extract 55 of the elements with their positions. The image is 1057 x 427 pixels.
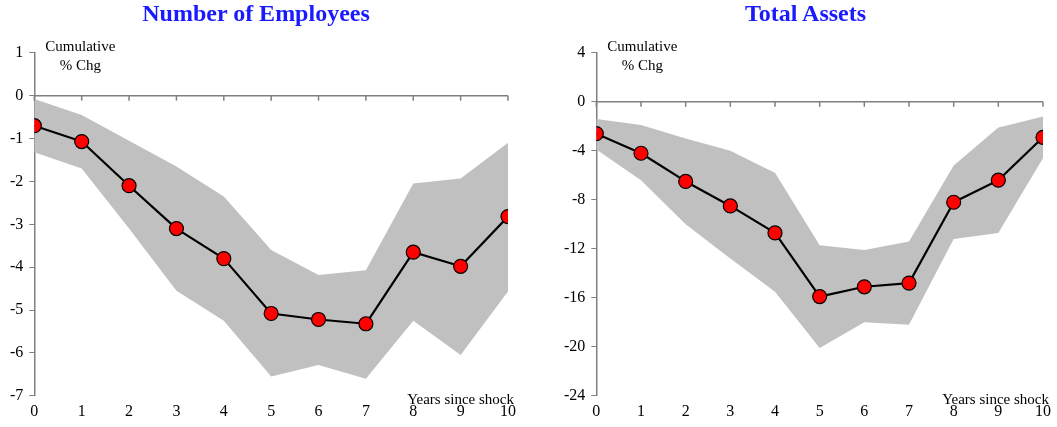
x-tick-label: 3 xyxy=(172,401,181,419)
point xyxy=(722,198,738,214)
x-tick-label: 2 xyxy=(125,401,134,419)
chart-title: Total Assets xyxy=(744,0,867,26)
y-tick-label: -8 xyxy=(572,190,586,207)
x-tick-label: 4 xyxy=(219,401,228,419)
y-tick-label: -6 xyxy=(10,343,24,361)
x-tick-label: 3 xyxy=(726,401,735,419)
x-tick-label: 1 xyxy=(77,401,86,419)
point xyxy=(856,279,872,295)
x-tick-label: 6 xyxy=(314,401,323,419)
x-tick-label: 7 xyxy=(361,401,370,419)
point xyxy=(633,145,649,161)
point xyxy=(405,244,421,260)
x-tick-label: 0 xyxy=(30,401,39,419)
y-tick-label: -4 xyxy=(10,257,24,275)
point xyxy=(168,220,185,237)
point xyxy=(216,251,232,267)
point xyxy=(310,311,327,328)
point xyxy=(358,316,374,332)
point xyxy=(767,225,783,241)
point xyxy=(453,258,469,274)
y-tick-label: -5 xyxy=(10,300,24,318)
x-tick-label: 2 xyxy=(681,401,690,419)
x-tick-label: 6 xyxy=(860,401,869,419)
point xyxy=(990,172,1006,188)
y-tick-label: 0 xyxy=(15,85,24,103)
x-tick-label: 7 xyxy=(905,401,913,419)
point xyxy=(812,288,828,305)
y-tick-label: -7 xyxy=(10,386,24,403)
point xyxy=(121,178,137,194)
y-tick-label: -1 xyxy=(10,128,24,146)
y-tick-label: -16 xyxy=(564,288,586,305)
y-tick-label: -24 xyxy=(564,386,586,403)
x-tick-label: 5 xyxy=(267,401,276,419)
point xyxy=(678,173,694,190)
y-tick-label: -4 xyxy=(572,141,586,158)
point xyxy=(74,133,90,150)
y-tick-label: 4 xyxy=(577,43,586,60)
x-tick-label: 4 xyxy=(771,401,779,419)
point xyxy=(946,194,962,210)
y-tick-label: -2 xyxy=(10,171,24,189)
point xyxy=(901,275,917,291)
y-tick-label: -3 xyxy=(10,214,24,232)
y-axis-title: Cumulative % Chg xyxy=(45,38,116,74)
chart-title: Number of Employees xyxy=(142,0,370,26)
y-tick-label: 0 xyxy=(577,92,586,109)
y-tick-label: -20 xyxy=(564,337,586,354)
x-tick-label: 1 xyxy=(637,401,645,419)
x-tick-label: 5 xyxy=(815,401,824,419)
y-axis-title: Cumulative % Chg xyxy=(607,38,678,74)
y-tick-label: 1 xyxy=(15,43,24,60)
x-tick-label: 0 xyxy=(592,401,601,419)
point xyxy=(263,305,279,322)
y-tick-label: -12 xyxy=(564,239,586,256)
